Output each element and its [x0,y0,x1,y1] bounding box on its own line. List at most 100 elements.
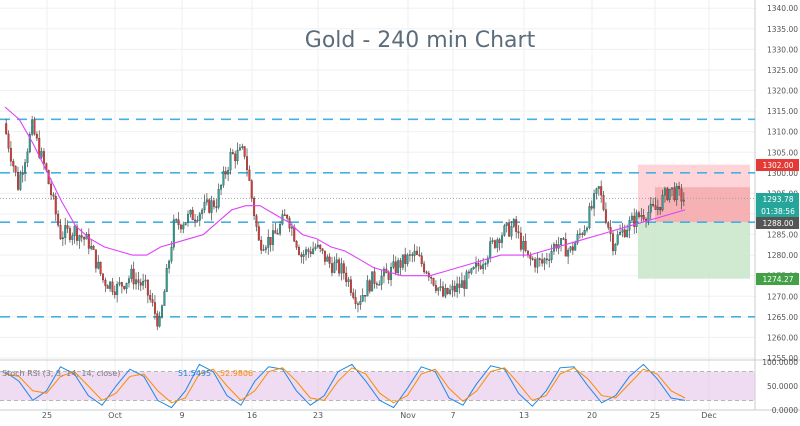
candle-body [675,185,678,201]
candle-body [342,263,345,274]
indicator-y-tick-label: 50.0000 [767,382,798,391]
candle-body [534,259,537,268]
x-tick-label: 25 [42,411,52,420]
candle-body [470,268,473,274]
candle-body [293,227,296,242]
candle-body [33,119,36,135]
candle-body [314,246,317,250]
candle-body [229,152,232,171]
candle-body [545,258,548,261]
candle-body [151,299,154,303]
candle-body [567,249,570,257]
candle-body [586,227,588,231]
candle-body [659,206,662,211]
candle-body [600,186,603,196]
candle-body [42,151,45,164]
candle-body [642,215,645,220]
candle-body [420,255,423,265]
candle-body [394,261,397,273]
candle-body [432,278,435,286]
candle-body [524,241,527,251]
candle-body [163,291,166,306]
candle-body [581,233,584,235]
candle-body [316,244,319,248]
candle-body [243,146,246,157]
candle-body [564,238,567,257]
candle-body [99,261,102,274]
candle-body [382,268,385,277]
candle-body [267,237,270,248]
candle-body [61,237,64,240]
candle-body [21,173,24,175]
candle-body [328,256,331,264]
candle-body [68,228,71,240]
candle-body [187,213,189,223]
candle-body [380,275,383,285]
candle-body [463,280,466,289]
candle-body [413,250,416,256]
candle-body [54,196,57,215]
candle-body [73,226,76,236]
candle-body [184,222,187,226]
y-tick-label: 1335.00 [767,25,798,34]
candle-body [274,230,277,234]
candle-body [286,214,289,219]
candle-body [28,134,31,153]
y-tick-label: 1265.00 [767,313,798,322]
candle-body [588,206,591,229]
indicator-y-tick-label: 100.0000 [762,358,798,367]
y-tick-label: 1310.00 [767,128,798,137]
candle-body [656,206,659,210]
candle-body [321,248,324,252]
candle-body [90,246,93,249]
candle-body [161,305,163,318]
candle-body [406,254,409,264]
candle-body [593,193,596,209]
candle-body [536,258,539,268]
candle-body [9,148,12,162]
candle-body [222,171,225,186]
candle-body [59,224,62,240]
candle-body [231,152,234,155]
price-label-box [756,273,799,285]
candle-body [205,199,208,203]
candle-body [359,301,362,305]
candle-body [576,234,579,244]
candle-body [19,174,22,190]
candle-body [465,271,468,289]
candle-body [182,224,185,230]
candle-body [541,259,544,264]
candle-body [595,188,598,194]
candle-body [404,254,407,264]
x-tick-label: Nov [400,411,416,420]
candle-body [248,169,251,181]
candle-body [135,279,138,285]
candle-body [264,247,267,250]
candle-body [505,222,508,226]
y-tick-label: 1325.00 [767,66,798,75]
x-tick-label: 7 [450,411,455,420]
candle-body [146,279,149,296]
candle-body [444,288,447,297]
candle-body [87,234,90,249]
candle-body [144,279,147,282]
candle-body [130,268,133,279]
candle-body [423,263,426,273]
candle-body [26,151,29,163]
price-label-box [756,205,799,217]
candle-body [508,222,511,237]
candle-body [92,246,95,250]
candle-body [529,254,532,259]
candle-body [614,244,617,252]
candle-body [397,260,400,273]
candle-body [198,213,201,221]
candle-body [215,206,218,208]
x-tick-label: 16 [247,411,257,420]
candle-body [517,231,520,234]
y-tick-label: 1330.00 [767,45,798,54]
x-tick-label: 25 [650,411,660,420]
indicator-header-value: 52.9806 [220,369,253,378]
candle-body [399,260,402,268]
candle-body [262,249,265,251]
